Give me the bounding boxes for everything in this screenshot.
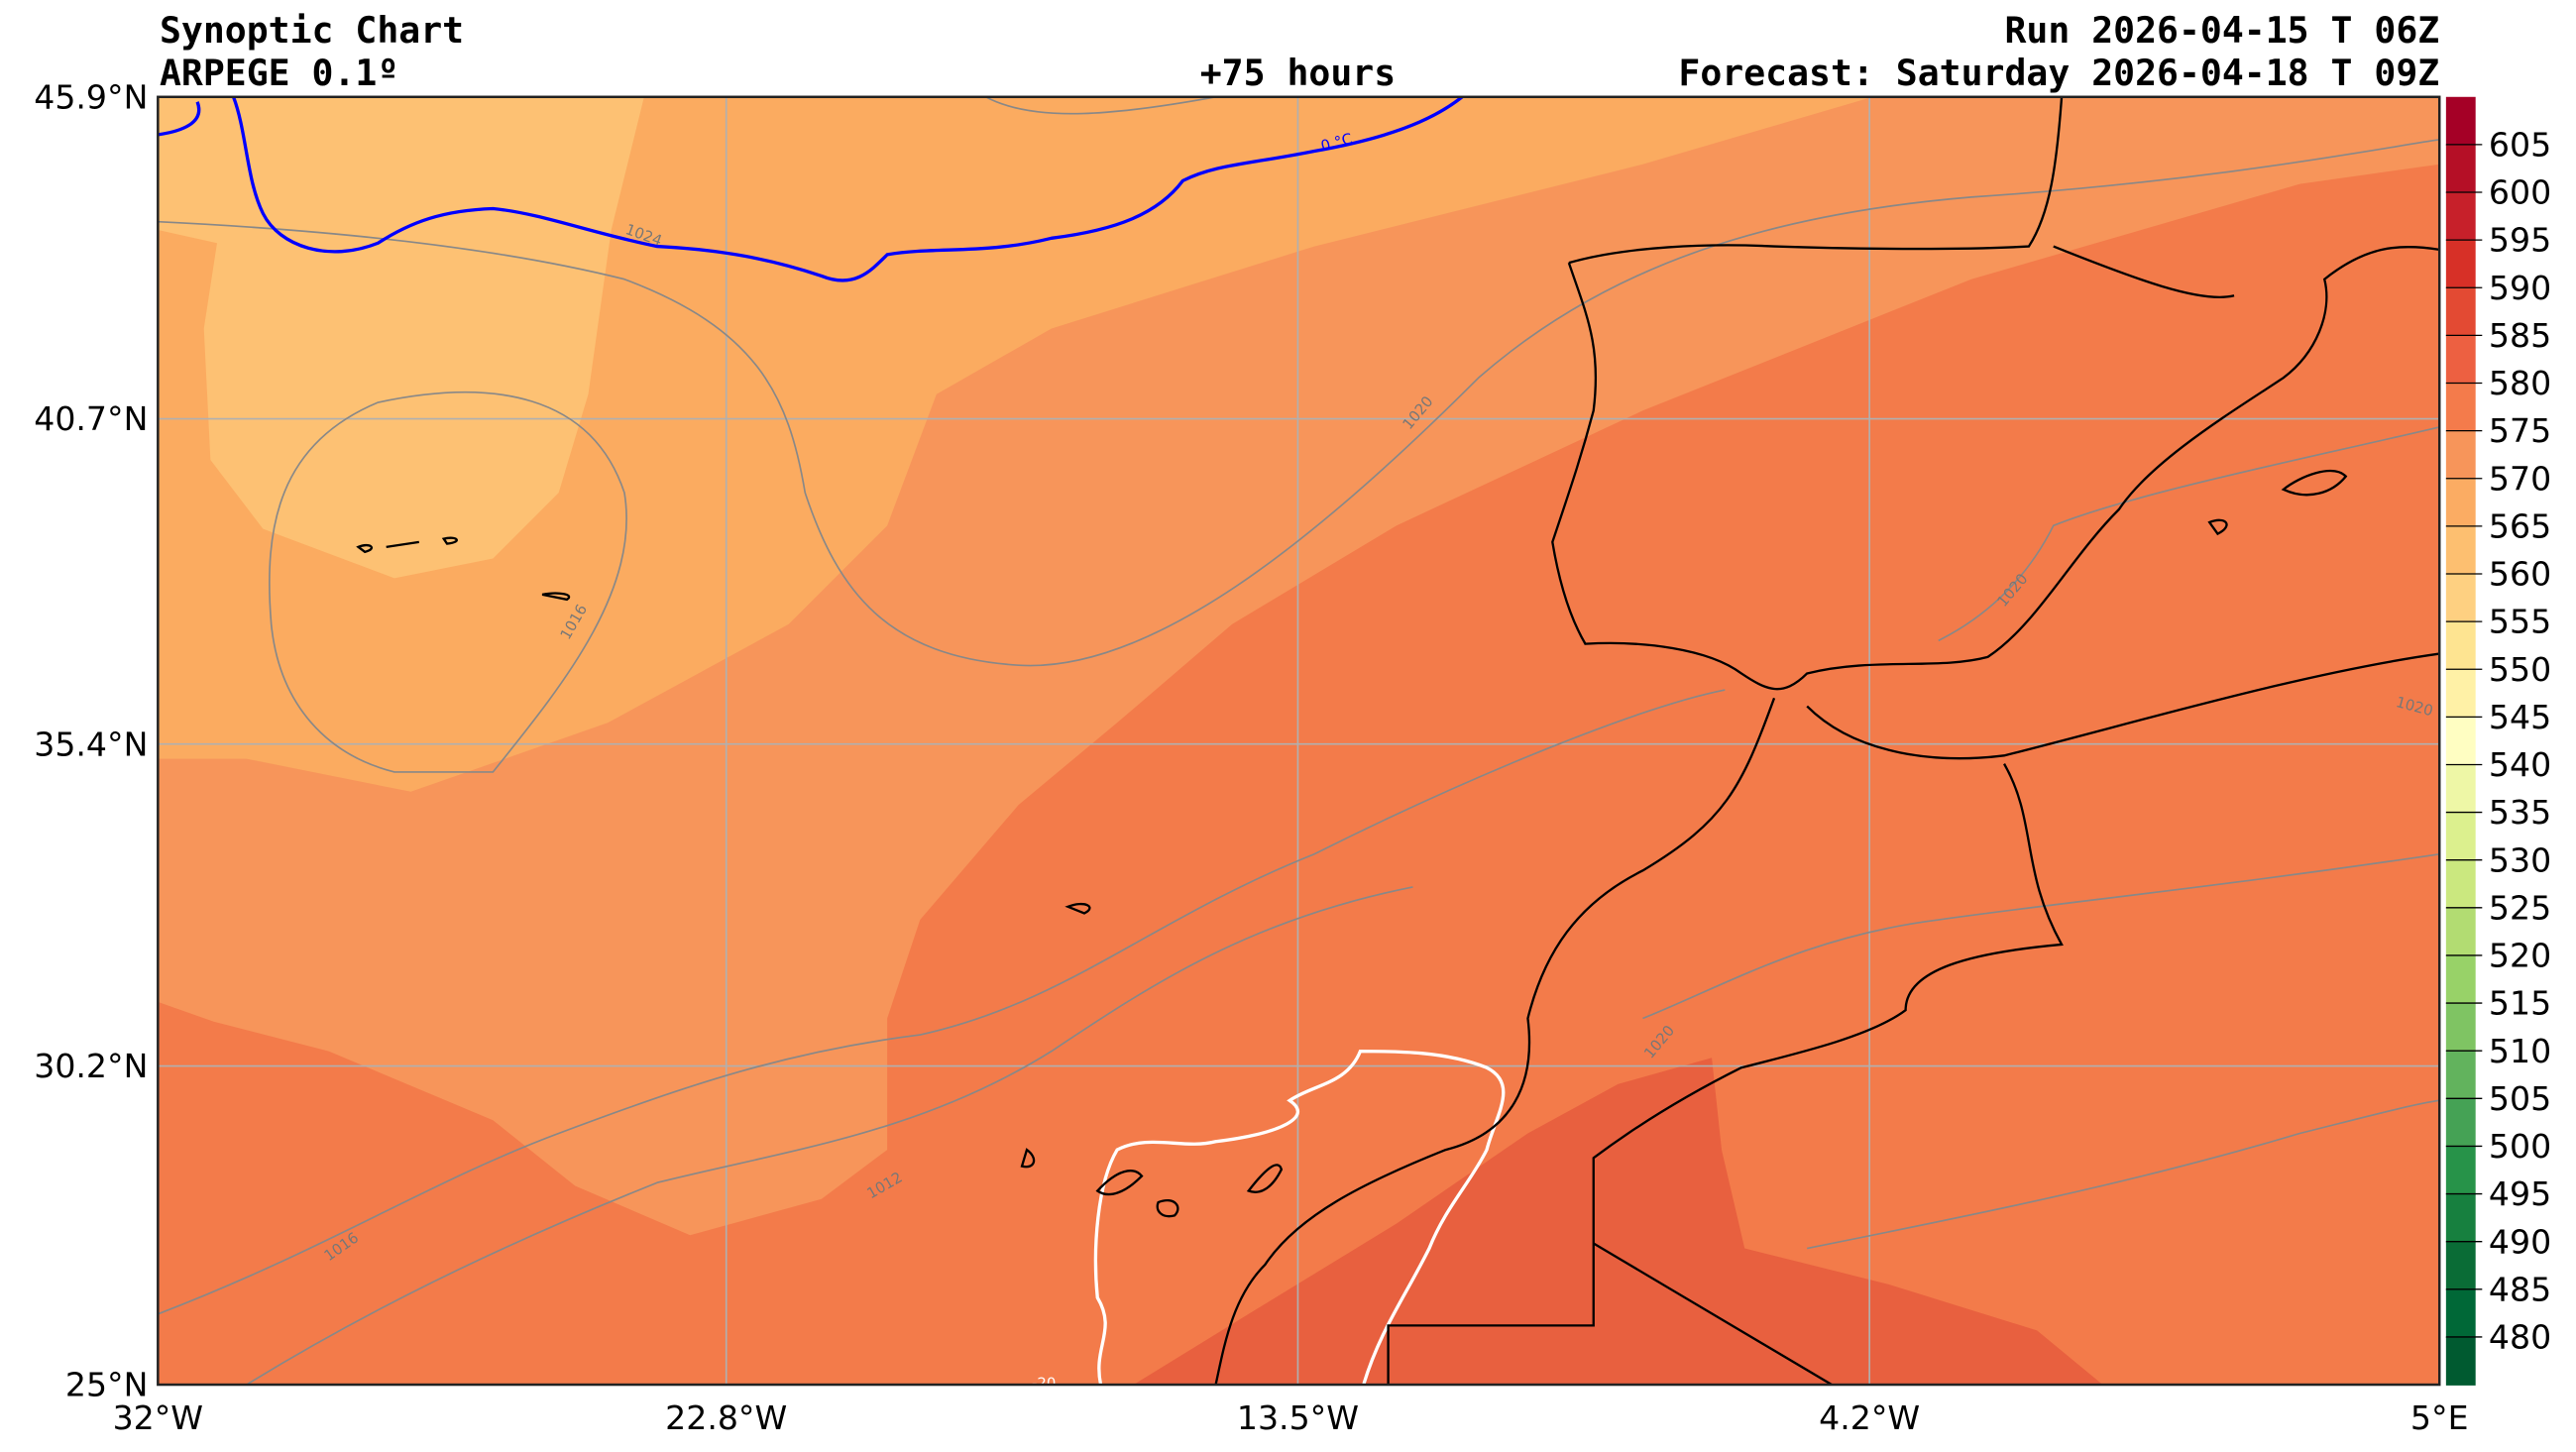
white-contour: [1093, 1049, 1506, 1386]
run-time: Run 2026-04-15 T 06Z: [2004, 9, 2439, 52]
colorbar-tick-label: 505: [2489, 1079, 2551, 1118]
colorbar-band: [2445, 859, 2476, 909]
height-band-585: [1133, 1058, 2103, 1386]
colorbar-tick-label: 485: [2489, 1270, 2551, 1308]
lat-tick: 40.7°N: [34, 399, 148, 438]
colorbar-band: [2445, 335, 2476, 385]
colorbar-tick-label: 550: [2489, 650, 2551, 689]
coastlines: [356, 96, 2440, 1386]
latitude-ticks: 45.9°N 40.7°N 35.4°N 30.2°N 25°N: [34, 77, 148, 1403]
colorbar-band: [2445, 1098, 2476, 1148]
colorbar-band: [2445, 1241, 2476, 1290]
colorbar-band: [2445, 954, 2476, 1004]
colorbar-band: [2445, 1051, 2476, 1100]
colorbar-tick-label: 540: [2489, 745, 2551, 784]
map-area[interactable]: 0 °C 1024 1020 1020 1020 1020 1016 1016 …: [158, 96, 2440, 1393]
longitude-ticks: 32°W 22.8°W 13.5°W 4.2°W 5°E: [113, 1398, 2469, 1437]
colorbar-tick-label: 525: [2489, 888, 2551, 927]
colorbar-band: [2445, 1003, 2476, 1053]
colorbar-band: [2445, 907, 2476, 956]
colorbar-band: [2445, 1288, 2476, 1338]
colorbar-band: [2445, 144, 2476, 193]
colorbar-tick-label: 535: [2489, 793, 2551, 832]
colorbar-tick-label: 570: [2489, 459, 2551, 498]
colorbar-tick-label: 495: [2489, 1174, 2551, 1213]
colorbar-band: [2445, 717, 2476, 766]
model-label: ARPEGE 0.1º: [160, 52, 398, 94]
freezing-level-line: [158, 96, 1464, 282]
colorbar-tick-label: 585: [2489, 316, 2551, 355]
colorbar-tick-label: 555: [2489, 603, 2551, 641]
colorbar: 605 600 595 590 585 580 575 570 565 560 555 550 545 5…: [2445, 96, 2551, 1386]
lon-tick: 13.5°W: [1237, 1398, 1359, 1437]
forecast-time: Forecast: Saturday 2026-04-18 T 09Z: [1678, 52, 2439, 94]
colorbar-tick-label: 580: [2489, 364, 2551, 402]
lat-tick: 35.4°N: [34, 725, 148, 763]
colorbar-band: [2445, 525, 2476, 575]
colorbar-tick-label: 590: [2489, 269, 2551, 307]
colorbar-band: [2445, 669, 2476, 719]
isobars: [158, 96, 2440, 1386]
colorbar-band: [2445, 192, 2476, 241]
svg-text:-20: -20: [1032, 1374, 1056, 1392]
lon-tick: 4.2°W: [1819, 1398, 1920, 1437]
colorbar-tick-label: 500: [2489, 1127, 2551, 1166]
colorbar-band: [2445, 573, 2476, 622]
colorbar-tick-label: 490: [2489, 1222, 2551, 1261]
colorbar-band: [2445, 764, 2476, 814]
lead-time: +75 hours: [1200, 52, 1396, 94]
chart-title: Synoptic Chart: [160, 9, 464, 52]
colorbar-tick-label: 575: [2489, 411, 2551, 450]
lat-tick: 25°N: [65, 1366, 149, 1404]
height-band-565: [158, 96, 644, 579]
colorbar-band: [2445, 287, 2476, 337]
colorbar-tick-label: 545: [2489, 698, 2551, 736]
map-frame: [157, 95, 2441, 1387]
colorbar-tick-label: 510: [2489, 1032, 2551, 1070]
colorbar-band: [2445, 812, 2476, 861]
colorbar-tick-label: 560: [2489, 555, 2551, 594]
lon-tick: 5°E: [2410, 1398, 2469, 1437]
colorbar-band: [2445, 1336, 2476, 1386]
colorbar-tick-label: 565: [2489, 506, 2551, 545]
colorbar-band: [2445, 621, 2476, 671]
colorbar-tick-label: 595: [2489, 221, 2551, 260]
lat-tick: 45.9°N: [34, 77, 148, 116]
lat-tick: 30.2°N: [34, 1047, 148, 1085]
colorbar-band: [2445, 96, 2476, 146]
colorbar-tick-label: 530: [2489, 840, 2551, 879]
graticule: [158, 96, 2440, 1386]
colorbar-tick-label: 600: [2489, 173, 2551, 212]
colorbar-band: [2445, 240, 2476, 289]
colorbar-band: [2445, 1193, 2476, 1243]
colorbar-band: [2445, 430, 2476, 480]
lon-tick: 32°W: [113, 1398, 203, 1437]
colorbar-tick-label: 520: [2489, 937, 2551, 975]
lon-tick: 22.8°W: [665, 1398, 787, 1437]
colorbar-band: [2445, 478, 2476, 527]
colorbar-tick-label: 605: [2489, 125, 2551, 164]
colorbar-band: [2445, 1146, 2476, 1195]
colorbar-band: [2445, 383, 2476, 432]
colorbar-tick-label: 515: [2489, 984, 2551, 1023]
colorbar-tick-label: 480: [2489, 1318, 2551, 1357]
